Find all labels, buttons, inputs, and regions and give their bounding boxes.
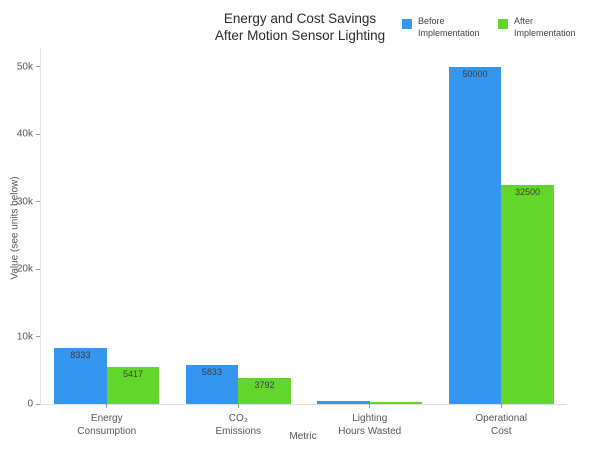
y-tick-label: 0 [27,398,33,410]
y-tick-label: 40k [16,128,33,140]
x-tick-label: Energy Consumption [77,413,137,437]
bar-value-label: 8333 [70,350,91,360]
bar-before-2 [317,401,370,404]
y-tick-label: 50k [16,61,33,72]
x-tick-mark [106,404,108,408]
legend-item-after[interactable]: After Implementation [498,15,578,39]
y-tick-mark [36,403,40,405]
bar-value-label: 32500 [515,187,541,197]
x-tick-label: CO₂ Emissions [215,413,262,437]
y-tick-mark [36,66,40,67]
bar-after-2 [369,402,423,404]
x-tick-label: Lighting Hours Wasted [338,413,402,437]
bar-after-1 [238,378,291,404]
legend-swatch-icon [402,19,412,29]
legend-swatch-icon [498,19,508,29]
legend-item-label: After Implementation [514,16,576,39]
x-tick-label: Operational Cost [475,413,528,437]
y-tick-mark [36,336,40,337]
legend-item-before[interactable]: Before Implementation [402,15,482,39]
bar-value-label: 3792 [254,381,275,391]
legend: Before Implementation After Implementatio… [402,15,578,39]
x-axis-title: Metric [289,431,317,442]
bar-before-3 [448,66,502,404]
bar-after-3 [501,184,554,404]
x-tick-mark [369,404,371,408]
legend-item-label: Before Implementation [418,16,480,39]
chart-title-line1: Energy and Cost Savings [223,11,377,26]
bar-before-1 [185,364,239,404]
chart-title-line2: After Motion Sensor Lighting [214,28,386,44]
y-tick-label: 20k [16,263,33,275]
bar-after-0 [106,367,160,404]
y-tick-mark [36,201,40,202]
bar-value-label: 50000 [462,69,488,79]
chart-title: Energy and Cost Savings After Motion Sen… [0,10,600,45]
y-tick-label: 10k [16,331,33,342]
y-tick-label: 30k [16,196,33,207]
y-tick-mark [36,268,40,270]
plot-area: 0 10k 20k 30k 40k 50k Energy Consumption CO₂ Em… [17,48,567,437]
bar-before-0 [54,347,107,404]
bar-value-label: 5417 [123,370,144,380]
x-tick-mark [500,404,502,408]
bar-value-label: 5833 [201,367,222,377]
y-tick-mark [36,133,40,135]
x-tick-mark [237,404,239,408]
